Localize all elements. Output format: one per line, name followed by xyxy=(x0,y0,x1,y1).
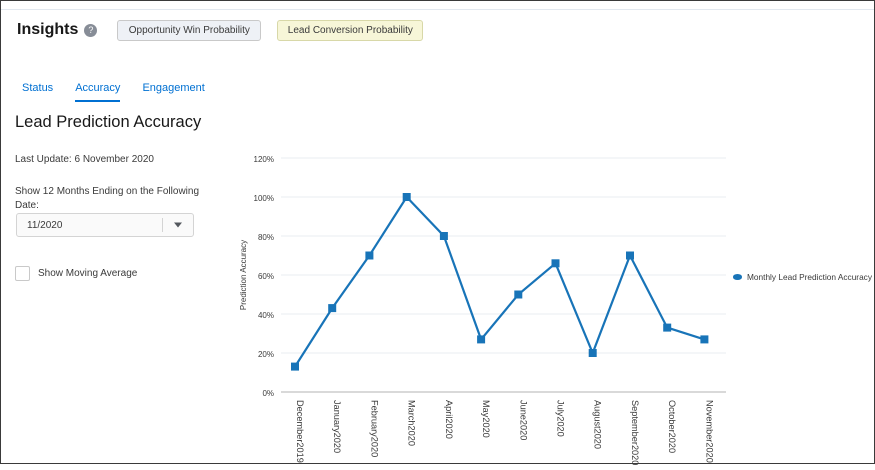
svg-text:October2020: October2020 xyxy=(667,400,677,453)
svg-text:February2020: February2020 xyxy=(369,400,379,457)
svg-text:Prediction Accuracy: Prediction Accuracy xyxy=(239,240,248,310)
svg-text:20%: 20% xyxy=(258,350,274,359)
svg-text:April2020: April2020 xyxy=(444,400,454,439)
svg-text:80%: 80% xyxy=(258,233,274,242)
svg-text:March2020: March2020 xyxy=(407,400,417,446)
svg-text:May2020: May2020 xyxy=(481,400,491,438)
svg-text:June2020: June2020 xyxy=(518,400,528,440)
svg-text:60%: 60% xyxy=(258,272,274,281)
svg-text:120%: 120% xyxy=(254,155,274,164)
svg-text:January2020: January2020 xyxy=(332,400,342,453)
svg-text:November2020: November2020 xyxy=(704,400,714,463)
svg-text:September2020: September2020 xyxy=(630,400,640,465)
svg-text:December2019: December2019 xyxy=(295,400,305,463)
svg-text:40%: 40% xyxy=(258,311,274,320)
svg-text:0%: 0% xyxy=(262,389,274,398)
svg-text:July2020: July2020 xyxy=(556,400,566,437)
svg-text:August2020: August2020 xyxy=(593,400,603,449)
svg-text:100%: 100% xyxy=(254,194,274,203)
